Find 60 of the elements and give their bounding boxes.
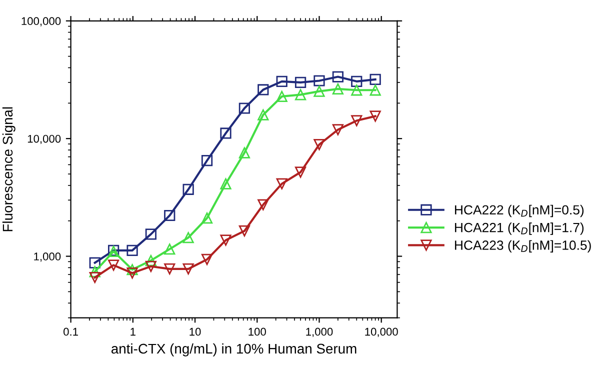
point (294, 166, 306, 178)
point (332, 71, 344, 82)
point (294, 89, 306, 100)
point (164, 210, 176, 222)
point (294, 76, 306, 88)
point (182, 184, 194, 195)
point (370, 84, 381, 96)
point (89, 257, 100, 268)
point (126, 264, 138, 276)
y-axis-title: Fluorescence Signal (2, 107, 16, 232)
point (201, 254, 213, 265)
point (351, 84, 362, 96)
x-axis-title: anti-CTX (ng/mL) in 10% Human Serum (111, 343, 356, 356)
point (332, 83, 344, 95)
x-tick-label: 1,000 (306, 328, 333, 337)
point (126, 244, 138, 256)
point (258, 199, 269, 210)
point (164, 244, 176, 255)
legend-label: HCA222 (K$_{D}$[nM]=0.5) (455, 204, 584, 218)
point (145, 260, 156, 272)
point (238, 225, 250, 237)
point (201, 155, 213, 166)
x-tick-label: 10 (190, 328, 201, 336)
point (276, 178, 288, 190)
point (201, 212, 213, 224)
point (182, 263, 194, 275)
point (126, 267, 138, 279)
x-tick-label: 0.1 (64, 328, 78, 336)
point (314, 138, 325, 150)
x-tick-label: 1 (130, 328, 136, 336)
point (370, 74, 381, 85)
point (332, 124, 344, 136)
point (276, 76, 288, 87)
x-tick-label: 100 (248, 328, 266, 336)
y-tick-label: 1,000 (34, 252, 61, 262)
point (314, 75, 325, 86)
point (220, 234, 232, 246)
point (351, 115, 362, 126)
y-tick-label: 10,000 (28, 134, 61, 144)
x-tick-label: 10,000 (365, 328, 398, 337)
point (89, 266, 100, 278)
point (220, 178, 232, 190)
point (258, 109, 269, 120)
point (182, 232, 194, 244)
point (276, 90, 288, 102)
point (351, 76, 362, 87)
y-tick-label: 100,000 (22, 17, 61, 26)
point (164, 263, 176, 275)
legend-label: HCA221 (K$_{D}$[nM]=1.7) (455, 222, 584, 235)
legend-label: HCA223 (K$_{D}$[nM]=10.5) (455, 240, 591, 252)
point (370, 110, 381, 122)
point (220, 128, 232, 139)
point (258, 84, 269, 96)
point (145, 228, 156, 240)
point (238, 147, 250, 158)
point (314, 86, 325, 97)
point (145, 254, 156, 266)
point (238, 102, 250, 114)
point (108, 260, 120, 271)
point (89, 272, 100, 284)
